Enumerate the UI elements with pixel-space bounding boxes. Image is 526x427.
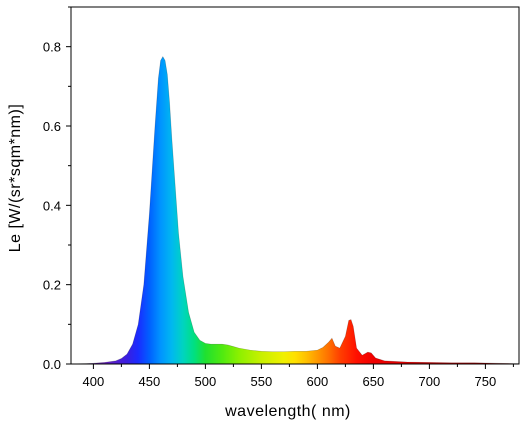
x-tick-label: 600 — [307, 374, 329, 389]
y-tick-label: 0.0 — [43, 357, 61, 372]
y-tick-label: 0.2 — [43, 278, 61, 293]
y-axis: 0.0 0.2 0.4 0.6 0.8 — [43, 6, 71, 372]
x-tick-label: 450 — [139, 374, 161, 389]
x-tick-label: 500 — [195, 374, 217, 389]
y-axis-label: Le [W/(sr*sqm*nm)] — [7, 104, 24, 253]
spectrum-line — [70, 55, 520, 365]
x-tick-label: 750 — [475, 374, 497, 389]
x-tick-label: 400 — [83, 374, 105, 389]
plot-frame — [70, 6, 520, 365]
y-tick-label: 0.6 — [43, 119, 61, 134]
y-tick-label: 0.4 — [43, 198, 61, 213]
x-axis-label: wavelength( nm) — [224, 403, 351, 420]
y-tick-label: 0.8 — [43, 40, 61, 55]
x-axis: 400 450 500 550 600 650 700 750 — [83, 364, 514, 389]
plot-area — [70, 55, 520, 365]
x-tick-label: 650 — [363, 374, 385, 389]
x-tick-label: 700 — [419, 374, 441, 389]
spectrum-area — [71, 56, 519, 364]
x-tick-label: 550 — [251, 374, 273, 389]
